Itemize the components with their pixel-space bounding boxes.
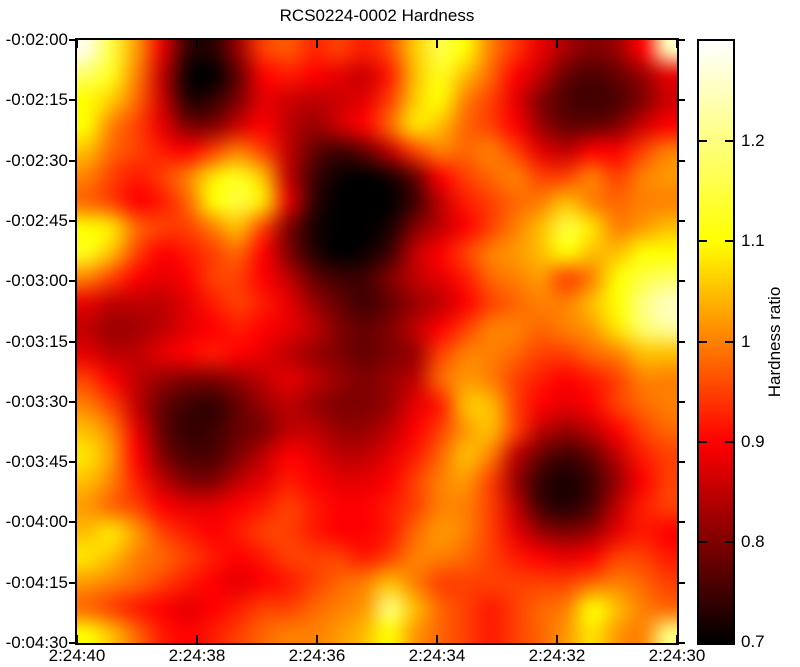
colorbar-tick-mark-right — [725, 540, 733, 543]
y-tick-label: -0:02:30 — [5, 150, 68, 170]
y-tick-label: -0:02:45 — [5, 210, 68, 230]
colorbar-tick-mark-left — [699, 440, 707, 443]
colorbar-tick-mark-right — [725, 240, 733, 243]
y-tick-mark-right — [677, 159, 685, 162]
colorbar-tick-label: 1 — [741, 331, 751, 351]
y-tick-label: -0:04:15 — [5, 572, 68, 592]
x-tick-label: 2:24:32 — [528, 646, 586, 665]
y-tick-mark-left — [69, 340, 77, 343]
x-tick-mark-top — [196, 40, 198, 48]
y-tick-mark-right — [677, 581, 685, 584]
y-tick-label: -0:03:45 — [5, 452, 68, 472]
y-tick-label: -0:02:00 — [5, 30, 68, 49]
x-tick-mark-bottom — [316, 635, 318, 643]
y-tick-mark-right — [677, 461, 685, 464]
heatmap-frame — [75, 38, 679, 645]
y-tick-label: -0:03:15 — [5, 331, 68, 351]
y-tick-mark-left — [69, 521, 77, 524]
y-tick-mark-right — [677, 400, 685, 403]
x-tick-mark-bottom — [436, 635, 438, 643]
y-tick-mark-left — [69, 39, 77, 41]
y-tick-mark-left — [69, 219, 77, 222]
colorbar-tick-label: 1.2 — [741, 131, 765, 151]
colorbar-tick-label: 0.7 — [741, 632, 765, 651]
colorbar-tick-label: 0.9 — [741, 431, 765, 451]
y-tick-mark-left — [69, 581, 77, 584]
x-tick-mark-top — [676, 40, 678, 48]
x-tick-mark-bottom — [556, 635, 558, 643]
colorbar-tick-label: 1.1 — [741, 231, 765, 251]
colorbar-tick-mark-left — [699, 540, 707, 543]
x-tick-mark-top — [556, 40, 558, 48]
x-tick-mark-top — [436, 40, 438, 48]
x-tick-label: 2:24:34 — [408, 646, 466, 665]
x-tick-label: 2:24:30 — [648, 646, 706, 665]
y-tick-mark-right — [677, 340, 685, 343]
x-tick-mark-top — [316, 40, 318, 48]
x-tick-mark-bottom — [196, 635, 198, 643]
colorbar-tick-mark-left — [699, 140, 707, 143]
x-tick-label: 2:24:40 — [48, 646, 106, 665]
y-tick-label: -0:03:30 — [5, 391, 68, 411]
y-tick-mark-left — [69, 461, 77, 464]
x-tick-label: 2:24:36 — [288, 646, 346, 665]
chart-title: RCS0224-0002 Hardness — [279, 6, 475, 25]
colorbar-axis-label: Hardness ratio — [765, 286, 784, 398]
y-tick-mark-right — [677, 280, 685, 283]
y-tick-mark-right — [677, 99, 685, 102]
y-tick-label: -0:04:00 — [5, 512, 68, 532]
y-tick-mark-left — [69, 99, 77, 102]
y-tick-mark-right — [677, 219, 685, 222]
x-tick-label: 2:24:38 — [168, 646, 226, 665]
colorbar-tick-mark-right — [725, 340, 733, 343]
y-tick-label: -0:04:30 — [5, 633, 68, 652]
y-tick-label: -0:02:15 — [5, 90, 68, 110]
y-tick-mark-left — [69, 280, 77, 283]
colorbar-tick-mark-right — [725, 440, 733, 443]
x-tick-mark-bottom — [76, 635, 78, 643]
y-tick-mark-left — [69, 642, 77, 644]
y-tick-mark-left — [69, 159, 77, 162]
x-tick-mark-top — [76, 40, 78, 48]
colorbar-tick-mark-left — [699, 340, 707, 343]
y-tick-mark-right — [677, 39, 685, 41]
y-tick-label: -0:03:00 — [5, 271, 68, 291]
heatmap-canvas — [77, 40, 677, 643]
x-tick-mark-bottom — [676, 635, 678, 643]
colorbar-tick-mark-right — [725, 140, 733, 143]
y-tick-mark-right — [677, 642, 685, 644]
y-tick-mark-left — [69, 400, 77, 403]
colorbar-tick-label: 0.8 — [741, 531, 765, 551]
colorbar-tick-mark-left — [699, 240, 707, 243]
y-tick-mark-right — [677, 521, 685, 524]
